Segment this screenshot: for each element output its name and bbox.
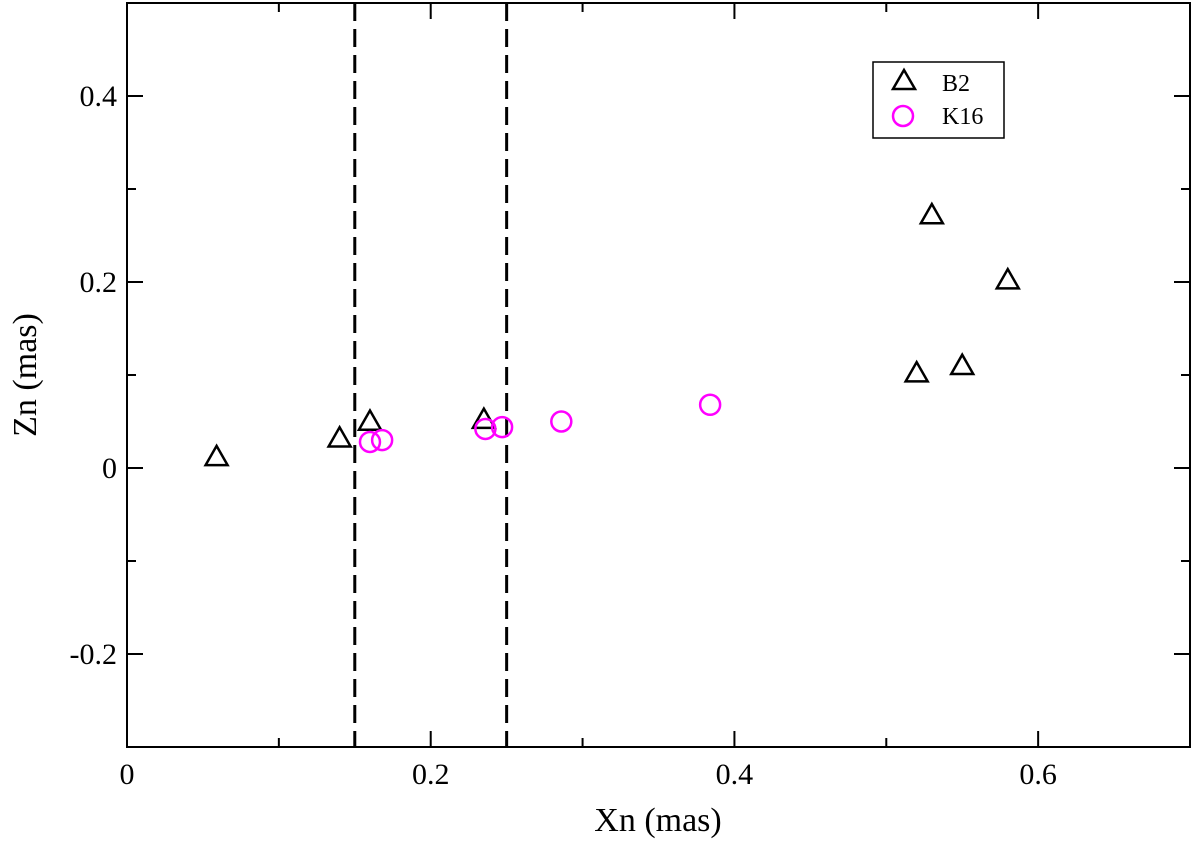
data-point-b2	[903, 359, 930, 383]
legend-box	[872, 61, 1005, 139]
data-points	[203, 201, 1021, 467]
data-point-b2	[326, 424, 353, 448]
y-tick-label: -0.2	[70, 638, 118, 671]
legend-marker-b2	[890, 67, 918, 91]
legend: B2 K16	[872, 61, 1005, 139]
x-tick-label: 0.4	[716, 758, 754, 791]
y-axis-label: Zn (mas)	[7, 313, 44, 437]
data-point-k16	[370, 428, 394, 452]
legend-label-b2: B2	[942, 71, 970, 97]
data-point-b2	[356, 407, 384, 431]
data-point-k16	[698, 393, 722, 417]
y-tick-label: 0.2	[80, 266, 118, 299]
data-point-k16	[474, 417, 497, 441]
y-tick-label: 0.4	[80, 80, 118, 113]
x-tick-label: 0.6	[1019, 758, 1057, 791]
legend-label-k16: K16	[942, 104, 983, 130]
plot-area-frame	[126, 2, 1191, 748]
x-tick-label: 0.2	[412, 758, 450, 791]
legend-marker-k16	[891, 104, 915, 128]
data-point-b2	[994, 266, 1021, 290]
x-axis-label: Xn (mas)	[594, 802, 721, 839]
data-point-k16	[550, 410, 573, 433]
x-tick-label: 0	[120, 758, 135, 791]
data-point-b2	[918, 201, 945, 225]
data-point-k16	[358, 430, 382, 454]
data-point-k16	[490, 415, 514, 439]
tick-labels: 0 0.2 0.4 0.6 -0.2 0 0.2 0.4	[70, 80, 1057, 791]
data-point-b2	[949, 352, 976, 376]
data-point-b2	[470, 406, 498, 430]
y-tick-label: 0	[102, 452, 117, 485]
axis-ticks	[126, 3, 1190, 747]
reference-lines	[353, 3, 509, 747]
data-point-b2	[203, 443, 230, 467]
